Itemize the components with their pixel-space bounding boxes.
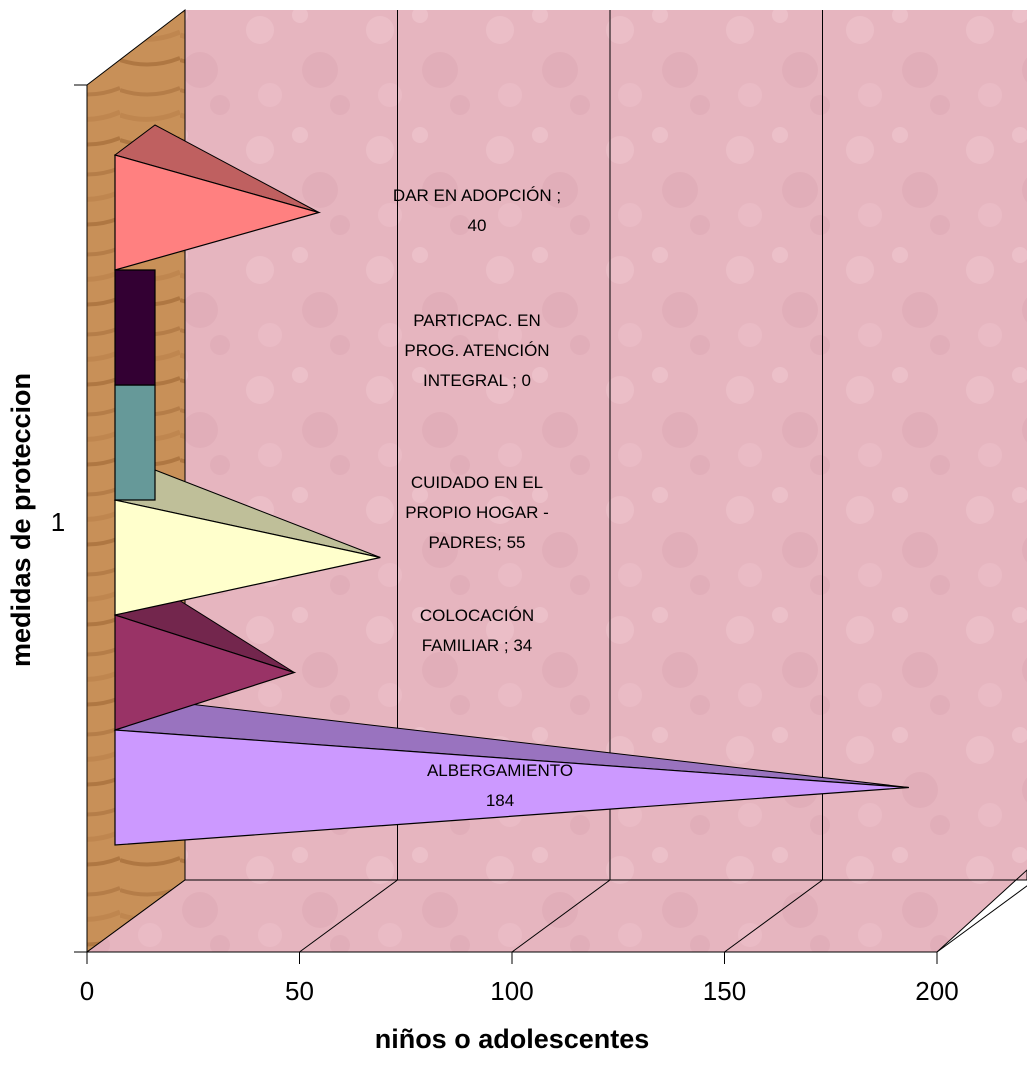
- cone-flat: [115, 270, 155, 385]
- cone-flat: [115, 385, 155, 500]
- y-axis-title: medidas de proteccion: [6, 373, 36, 667]
- x-tick-label: 100: [490, 976, 533, 1006]
- data-label: COLOCACIÓN: [420, 606, 534, 625]
- data-label: PROG. ATENCIÓN: [404, 341, 549, 360]
- x-tick-label: 150: [703, 976, 746, 1006]
- data-label: 184: [486, 791, 514, 810]
- x-tick-label: 200: [915, 976, 958, 1006]
- data-label: ALBERGAMIENTO: [427, 761, 573, 780]
- data-label: PADRES; 55: [428, 533, 525, 552]
- data-label: CUIDADO EN EL: [411, 473, 543, 492]
- x-tick-label: 0: [80, 976, 94, 1006]
- data-label: FAMILIAR ; 34: [422, 636, 533, 655]
- data-label: PROPIO HOGAR -: [405, 503, 549, 522]
- x-ticks: 0 50 100 150 200: [80, 952, 959, 1006]
- x-tick-label: 50: [285, 976, 314, 1006]
- data-label: DAR EN ADOPCIÓN ;: [393, 186, 561, 205]
- data-label: PARTICPAC. EN: [413, 311, 541, 330]
- data-label: INTEGRAL ; 0: [423, 371, 531, 390]
- floor: [87, 870, 1027, 952]
- data-label: 40: [468, 216, 487, 235]
- y-category-tick-label: 1: [51, 507, 65, 537]
- x-axis-title: niños o adolescentes: [375, 1024, 650, 1054]
